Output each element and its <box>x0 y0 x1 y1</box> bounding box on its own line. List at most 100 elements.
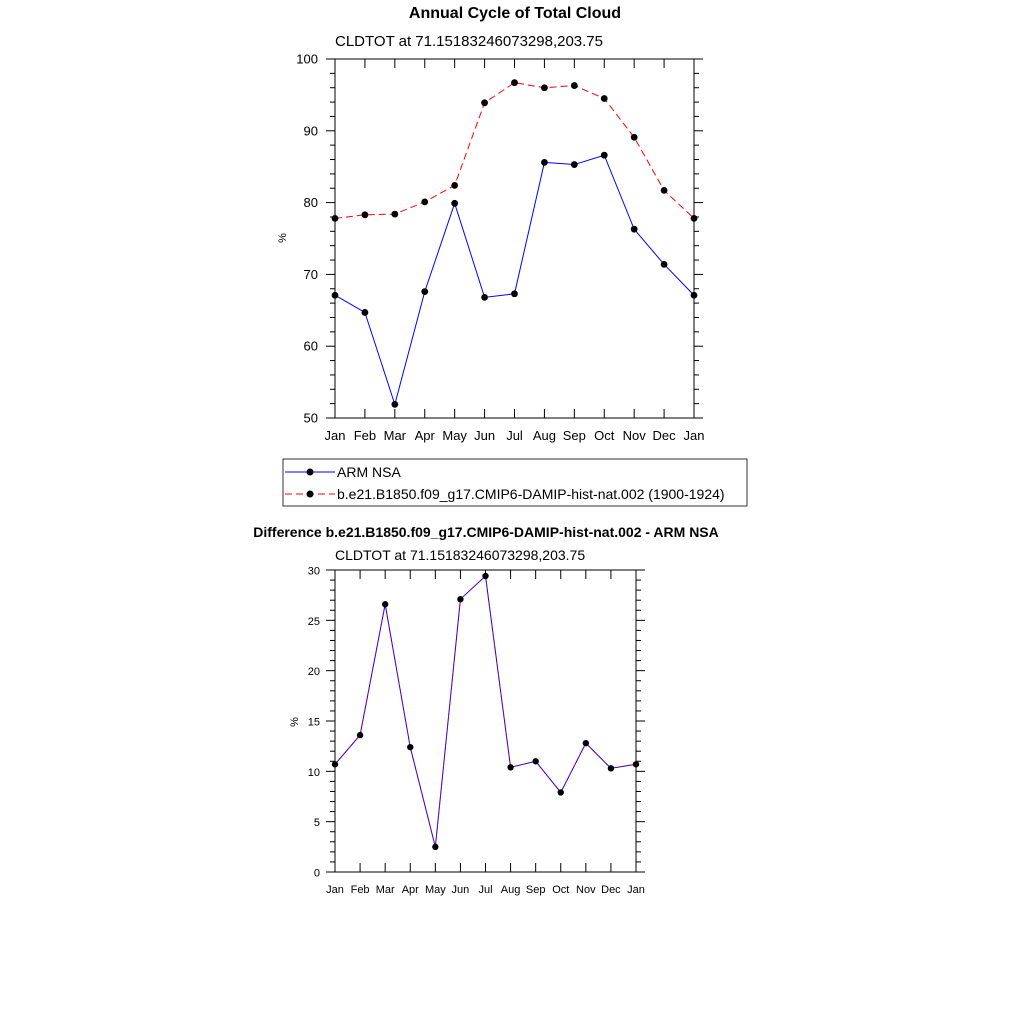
legend-box <box>282 458 748 507</box>
x-tick-label: Apr <box>402 884 419 896</box>
data-point <box>482 572 489 580</box>
x-tick-label: Oct <box>594 428 615 443</box>
annual-cycle-chart: Annual Cycle of Total Cloud CLDTOT at 71… <box>277 5 748 507</box>
x-tick-label: Dec <box>653 428 677 443</box>
y-axis-label: % <box>277 233 289 243</box>
data-point <box>582 739 590 747</box>
x-tick-label: Jun <box>474 428 495 443</box>
data-point <box>481 99 488 107</box>
data-point <box>451 199 459 207</box>
y-tick-label: 15 <box>308 717 320 729</box>
data-point <box>432 843 439 851</box>
y-tick-label: 60 <box>304 339 318 354</box>
data-point <box>690 291 698 299</box>
data-point <box>361 309 369 316</box>
x-tick-label: Jan <box>325 428 346 443</box>
x-tick-label: Jan <box>684 428 705 443</box>
data-point <box>600 151 608 159</box>
data-point <box>600 95 608 102</box>
x-tick-label: May <box>442 428 467 443</box>
x-tick-label: Jul <box>478 884 492 896</box>
x-tick-label: Sep <box>563 428 586 443</box>
data-point <box>630 133 638 141</box>
x-tick-label: Sep <box>526 884 546 896</box>
data-point <box>381 601 389 608</box>
x-tick-label: Jan <box>326 884 344 896</box>
x-tick-label: Feb <box>354 428 376 443</box>
legend: ARM NSA b.e21.B1850.f09_g17.CMIP6-DAMIP-… <box>282 458 748 507</box>
series-line-1 <box>334 82 695 219</box>
data-point <box>421 198 429 206</box>
data-point <box>421 288 429 296</box>
y-tick-label: 70 <box>304 267 318 282</box>
data-point <box>331 291 339 299</box>
data-point <box>570 161 578 168</box>
data-point <box>356 731 364 739</box>
plot-frame <box>334 58 695 419</box>
data-point <box>391 400 399 408</box>
x-tick-label: May <box>425 884 446 896</box>
data-point <box>690 214 698 222</box>
x-tick-label: Oct <box>552 884 569 896</box>
y-tick-label: 50 <box>304 411 318 426</box>
x-tick-label: Aug <box>533 428 556 443</box>
plot-area: Jan Feb Mar Apr May Jun Jul Aug Sep Oct Nov Dec Jan 5… <box>296 52 704 444</box>
x-tick-label: Apr <box>415 428 436 443</box>
data-point <box>541 158 548 166</box>
difference-chart: Difference b.e21.B1850.f09_g17.CMIP6-DAM… <box>253 524 719 896</box>
series-line-overlay <box>334 575 637 847</box>
y-tick-label: 5 <box>314 817 320 829</box>
plot-area: Jan Feb Mar Apr May Jun Jul Aug Sep Oct Nov Dec Jan 0… <box>308 566 645 896</box>
chart-subtitle: CLDTOT at 71.15183246073298,203.75 <box>335 547 585 563</box>
x-tick-label: Jul <box>506 428 523 443</box>
data-point <box>557 789 564 796</box>
chart-title: Difference b.e21.B1850.f09_g17.CMIP6-DAM… <box>253 524 719 540</box>
data-point <box>391 210 399 218</box>
data-point <box>660 260 668 268</box>
data-point <box>511 79 518 87</box>
data-point <box>570 82 578 89</box>
x-tick-label: Mar <box>384 428 407 443</box>
y-tick-label: 100 <box>296 52 318 67</box>
y-tick-label: 90 <box>304 123 318 138</box>
plot-frame <box>334 569 637 873</box>
y-axis-label: % <box>289 717 301 727</box>
data-point <box>507 764 514 771</box>
data-point <box>511 290 518 298</box>
legend-label-obs: ARM NSA <box>337 464 401 480</box>
data-point <box>630 225 638 233</box>
y-tick-label: 10 <box>308 767 320 779</box>
legend-marker-model <box>306 490 314 498</box>
data-point <box>607 765 615 772</box>
legend-marker-obs <box>306 468 314 476</box>
chart-subtitle: CLDTOT at 71.15183246073298,203.75 <box>335 33 603 50</box>
legend-label-model: b.e21.B1850.f09_g17.CMIP6-DAMIP-hist-nat… <box>337 486 725 502</box>
x-tick-label: Mar <box>376 884 395 896</box>
data-point <box>481 293 488 301</box>
data-point <box>541 84 548 92</box>
x-tick-label: Aug <box>501 884 521 896</box>
x-tick-label: Nov <box>576 884 596 896</box>
x-tick-label: Jun <box>452 884 470 896</box>
y-tick-label: 80 <box>304 195 318 210</box>
y-tick-label: 30 <box>308 566 320 578</box>
data-point <box>660 186 668 194</box>
data-point <box>407 743 414 751</box>
data-point <box>457 595 464 603</box>
data-point <box>331 214 339 222</box>
data-point <box>451 181 459 189</box>
data-point <box>361 211 369 219</box>
data-point <box>331 761 339 768</box>
x-tick-label: Feb <box>351 884 370 896</box>
x-tick-label: Nov <box>623 428 647 443</box>
series-line-0 <box>334 154 695 407</box>
x-tick-label: Dec <box>601 884 621 896</box>
y-tick-label: 25 <box>308 616 320 628</box>
data-point <box>632 761 640 768</box>
data-point <box>532 758 539 765</box>
y-tick-label: 0 <box>314 868 320 880</box>
x-tick-label: Jan <box>627 884 645 896</box>
y-tick-label: 20 <box>308 666 320 678</box>
chart-title: Annual Cycle of Total Cloud <box>409 5 621 22</box>
